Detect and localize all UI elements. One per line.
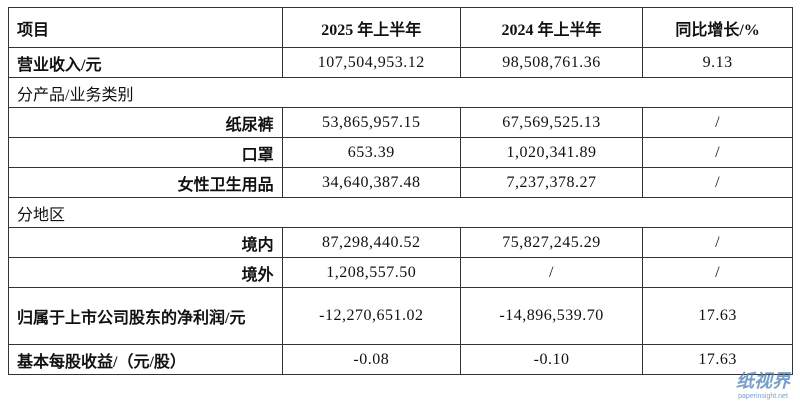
value-cell: / (642, 107, 793, 138)
row-label: 境外 (8, 257, 283, 288)
value-cell: 1,020,341.89 (459, 137, 644, 168)
section-cell: 分地区 (8, 197, 793, 228)
row-label: 纸尿裤 (8, 107, 283, 138)
row-label: 境内 (8, 227, 283, 258)
table-row: 纸尿裤 53,865,957.15 67,569,525.13/ (8, 107, 793, 138)
value-cell: 67,569,525.13 (459, 107, 644, 138)
table-row: 基本每股收益/（元/股） -0.08 -0.10 17.63 (8, 344, 793, 375)
data-table: 项目 2025 年上半年 2024 年上半年 同比增长/% 营业收入/元 107,504… (8, 7, 793, 375)
watermark: 纸视界 paperinsight.net (736, 367, 790, 400)
table-row: 境外 1,208,557.50// (8, 257, 793, 288)
value-cell: 9.13 (642, 47, 793, 78)
row-label: 基本每股收益/（元/股） (8, 344, 283, 375)
table-row: 境内 87,298,440.52 75,827,245.29/ (8, 227, 793, 258)
row-label: 归属于上市公司股东的净利润/元 (8, 287, 283, 345)
header-row: 项目 2025 年上半年 2024 年上半年 同比增长/% (8, 7, 793, 48)
value-cell: 98,508,761.36 (459, 47, 644, 78)
value-cell: 17.63 (642, 287, 793, 345)
value-cell: 7,237,378.27 (459, 167, 644, 198)
watermark-logo: 纸视界 (736, 371, 790, 391)
value-cell: / (642, 227, 793, 258)
value-cell: / (642, 167, 793, 198)
watermark-url: paperinsight.net (738, 393, 788, 400)
value-cell: 107,504,953.12 (281, 47, 461, 78)
table-row: 分地区 (8, 197, 793, 228)
value-cell: -14,896,539.70 (459, 287, 644, 345)
value-cell: 653.39 (281, 137, 461, 168)
value-cell: -12,270,651.02 (281, 287, 461, 345)
value-cell: / (642, 137, 793, 168)
value-cell: -0.10 (459, 344, 644, 375)
value-cell: / (459, 257, 644, 288)
value-cell: 17.63 (642, 344, 793, 375)
row-label: 口罩 (8, 137, 283, 168)
value-cell: / (642, 257, 793, 288)
header-cell: 2024 年上半年 (459, 7, 644, 48)
value-cell: 1,208,557.50 (281, 257, 461, 288)
value-cell: 53,865,957.15 (281, 107, 461, 138)
value-cell: 87,298,440.52 (281, 227, 461, 258)
section-cell: 分产品/业务类别 (8, 77, 793, 108)
value-cell: -0.08 (281, 344, 461, 375)
table-row: 营业收入/元 107,504,953.12 98,508,761.36 9.13 (8, 47, 793, 78)
table-row: 女性卫生用品 34,640,387.48 7,237,378.27/ (8, 167, 793, 198)
value-cell: 75,827,245.29 (459, 227, 644, 258)
header-cell: 同比增长/% (642, 7, 793, 48)
header-cell: 项目 (8, 7, 283, 48)
row-label: 女性卫生用品 (8, 167, 283, 198)
header-cell: 2025 年上半年 (281, 7, 461, 48)
table-row: 分产品/业务类别 (8, 77, 793, 108)
table-row: 归属于上市公司股东的净利润/元 -12,270,651.02 -14,896,539… (8, 287, 793, 345)
row-label: 营业收入/元 (8, 47, 283, 78)
value-cell: 34,640,387.48 (281, 167, 461, 198)
table-row: 口罩 653.39 1,020,341.89/ (8, 137, 793, 168)
